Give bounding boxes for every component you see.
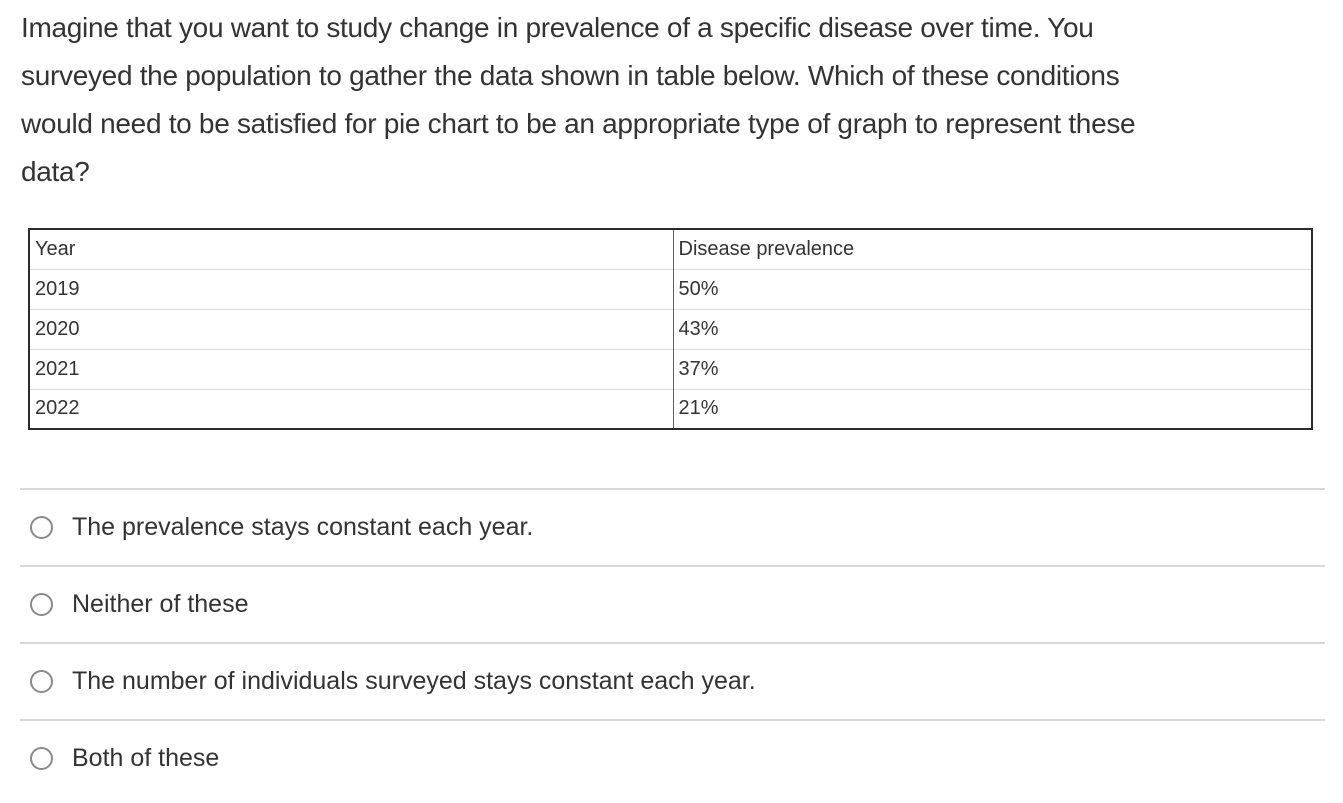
table-cell-prevalence: 37% (673, 348, 1312, 389)
radio-button-icon[interactable] (30, 593, 53, 616)
table-cell-year: 2020 (29, 308, 674, 349)
answer-options-list: The prevalence stays constant each year.… (20, 488, 1325, 796)
answer-option-label[interactable]: The number of individuals surveyed stays… (72, 667, 756, 695)
answer-option-1[interactable]: The prevalence stays constant each year. (20, 488, 1325, 565)
table-row: 2021 37% (29, 348, 1312, 389)
radio-button-icon[interactable] (30, 670, 53, 693)
table-cell-prevalence: 50% (673, 268, 1312, 309)
table-row: 2019 50% (29, 268, 1312, 309)
question-text: Imagine that you want to study change in… (21, 12, 1136, 187)
table-cell-year: 2022 (29, 388, 674, 429)
table-header-row: Year Disease prevalence (29, 229, 1312, 269)
table-row: 2020 43% (29, 308, 1312, 349)
table-cell-prevalence: 43% (673, 308, 1312, 349)
data-table: Year Disease prevalence 2019 50% 2020 43… (28, 228, 1313, 430)
answer-option-label[interactable]: The prevalence stays constant each year. (72, 513, 534, 541)
table-cell-prevalence: 21% (673, 388, 1312, 429)
answer-option-3[interactable]: The number of individuals surveyed stays… (20, 642, 1325, 719)
answer-option-2[interactable]: Neither of these (20, 565, 1325, 642)
radio-button-icon[interactable] (30, 516, 53, 539)
radio-button-icon[interactable] (30, 747, 53, 770)
table-row: 2022 21% (29, 388, 1312, 429)
table-header-year: Year (29, 229, 674, 269)
table-cell-year: 2019 (29, 268, 674, 309)
table-header-prevalence: Disease prevalence (678, 237, 855, 260)
answer-option-label[interactable]: Neither of these (72, 590, 249, 618)
answer-option-4[interactable]: Both of these (20, 719, 1325, 796)
answer-option-label[interactable]: Both of these (72, 744, 220, 772)
table-cell-year: 2021 (29, 348, 674, 389)
